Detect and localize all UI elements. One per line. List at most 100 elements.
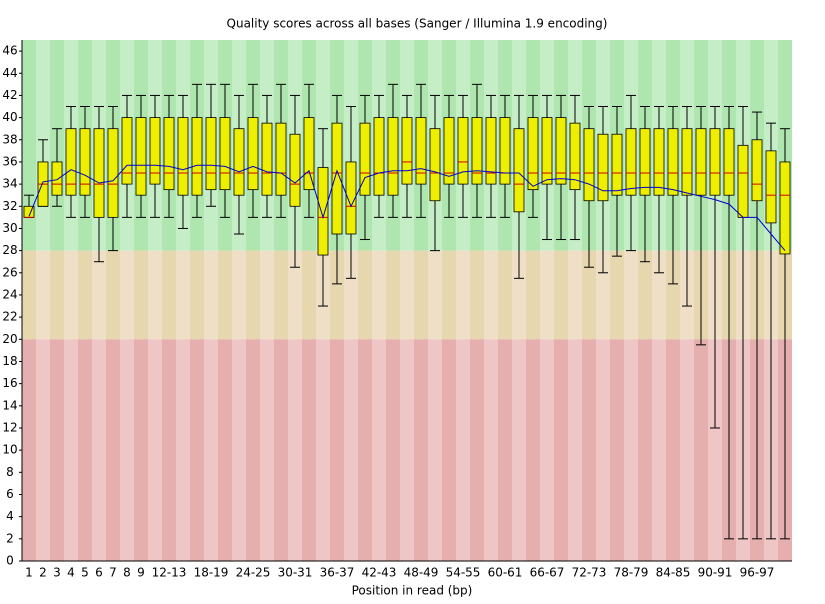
y-tick-label: 28 [2, 243, 17, 257]
quality-band [148, 339, 162, 561]
x-tick-label: 2 [39, 566, 47, 580]
box [471, 117, 483, 185]
quality-band [666, 250, 680, 340]
quality-band [92, 250, 106, 340]
quality-band [358, 250, 372, 340]
box [639, 128, 651, 196]
quality-band [64, 250, 78, 340]
x-tick-label: 96-97 [740, 566, 775, 580]
y-tick-label: 34 [2, 177, 17, 191]
box [737, 144, 749, 218]
box [373, 117, 385, 196]
chart-title: Quality scores across all bases (Sanger … [227, 17, 608, 31]
quality-band [582, 250, 596, 340]
quality-band [652, 339, 666, 561]
box [695, 128, 707, 196]
box [121, 117, 133, 185]
quality-band [134, 339, 148, 561]
quality-band [50, 339, 64, 561]
box [429, 128, 441, 202]
quality-band [162, 339, 176, 561]
box [79, 128, 91, 196]
box [723, 128, 735, 196]
x-tick-label: 54-55 [446, 566, 481, 580]
quality-band [470, 339, 484, 561]
quality-band [78, 250, 92, 340]
quality-band [512, 339, 526, 561]
quality-band [400, 250, 414, 340]
y-tick-label: 36 [2, 154, 17, 168]
x-tick-label: 8 [123, 566, 131, 580]
box [751, 139, 763, 202]
box [247, 117, 259, 191]
quality-band [288, 339, 302, 561]
quality-band [456, 339, 470, 561]
box [191, 117, 203, 196]
quality-band [64, 339, 78, 561]
quality-band [302, 250, 316, 340]
y-tick-label: 14 [2, 398, 17, 412]
y-tick-label: 22 [2, 310, 17, 324]
quality-band [260, 339, 274, 561]
x-tick-label: 5 [81, 566, 89, 580]
quality-band [568, 250, 582, 340]
x-tick-label: 90-91 [698, 566, 733, 580]
quality-band [456, 250, 470, 340]
quality-band [246, 339, 260, 561]
quality-band [330, 339, 344, 561]
quality-band [428, 250, 442, 340]
y-tick-label: 32 [2, 199, 17, 213]
quality-band [638, 250, 652, 340]
quality-band [162, 250, 176, 340]
box [359, 122, 371, 196]
box [611, 133, 623, 196]
y-tick-label: 18 [2, 354, 17, 368]
quality-band [554, 250, 568, 340]
x-tick-label: 42-43 [362, 566, 397, 580]
quality-band [358, 339, 372, 561]
box [527, 117, 539, 191]
quality-band [708, 339, 722, 561]
x-axis-label: Position in read (bp) [352, 584, 473, 598]
box [653, 128, 665, 196]
quality-band [274, 339, 288, 561]
x-tick-label: 1 [25, 566, 33, 580]
quality-band [344, 250, 358, 340]
quality-band [400, 339, 414, 561]
y-tick-label: 38 [2, 132, 17, 146]
x-tick-label: 4 [67, 566, 75, 580]
quality-band [386, 250, 400, 340]
quality-band [428, 339, 442, 561]
quality-band [246, 250, 260, 340]
x-tick-label: 72-73 [572, 566, 607, 580]
y-tick-label: 42 [2, 88, 17, 102]
box [541, 117, 553, 185]
box [443, 117, 455, 185]
x-tick-label: 36-37 [320, 566, 355, 580]
box [499, 117, 511, 185]
x-tick-label: 48-49 [404, 566, 439, 580]
quality-band [190, 250, 204, 340]
quality-band [386, 339, 400, 561]
box [513, 128, 525, 213]
quality-band [232, 250, 246, 340]
box [219, 117, 231, 191]
x-tick-label: 7 [109, 566, 117, 580]
x-tick-label: 24-25 [236, 566, 271, 580]
quality-band [92, 339, 106, 561]
quality-band [106, 250, 120, 340]
y-tick-label: 40 [2, 110, 17, 124]
box [163, 117, 175, 191]
y-tick-label: 2 [6, 531, 14, 545]
box [555, 117, 567, 185]
quality-band [148, 250, 162, 340]
x-tick-label: 60-61 [488, 566, 523, 580]
y-tick-label: 6 [6, 487, 14, 501]
quality-band [680, 339, 694, 561]
box [415, 117, 427, 185]
quality-band [176, 250, 190, 340]
quality-band [442, 339, 456, 561]
x-tick-label: 18-19 [194, 566, 229, 580]
quality-band [36, 250, 50, 340]
